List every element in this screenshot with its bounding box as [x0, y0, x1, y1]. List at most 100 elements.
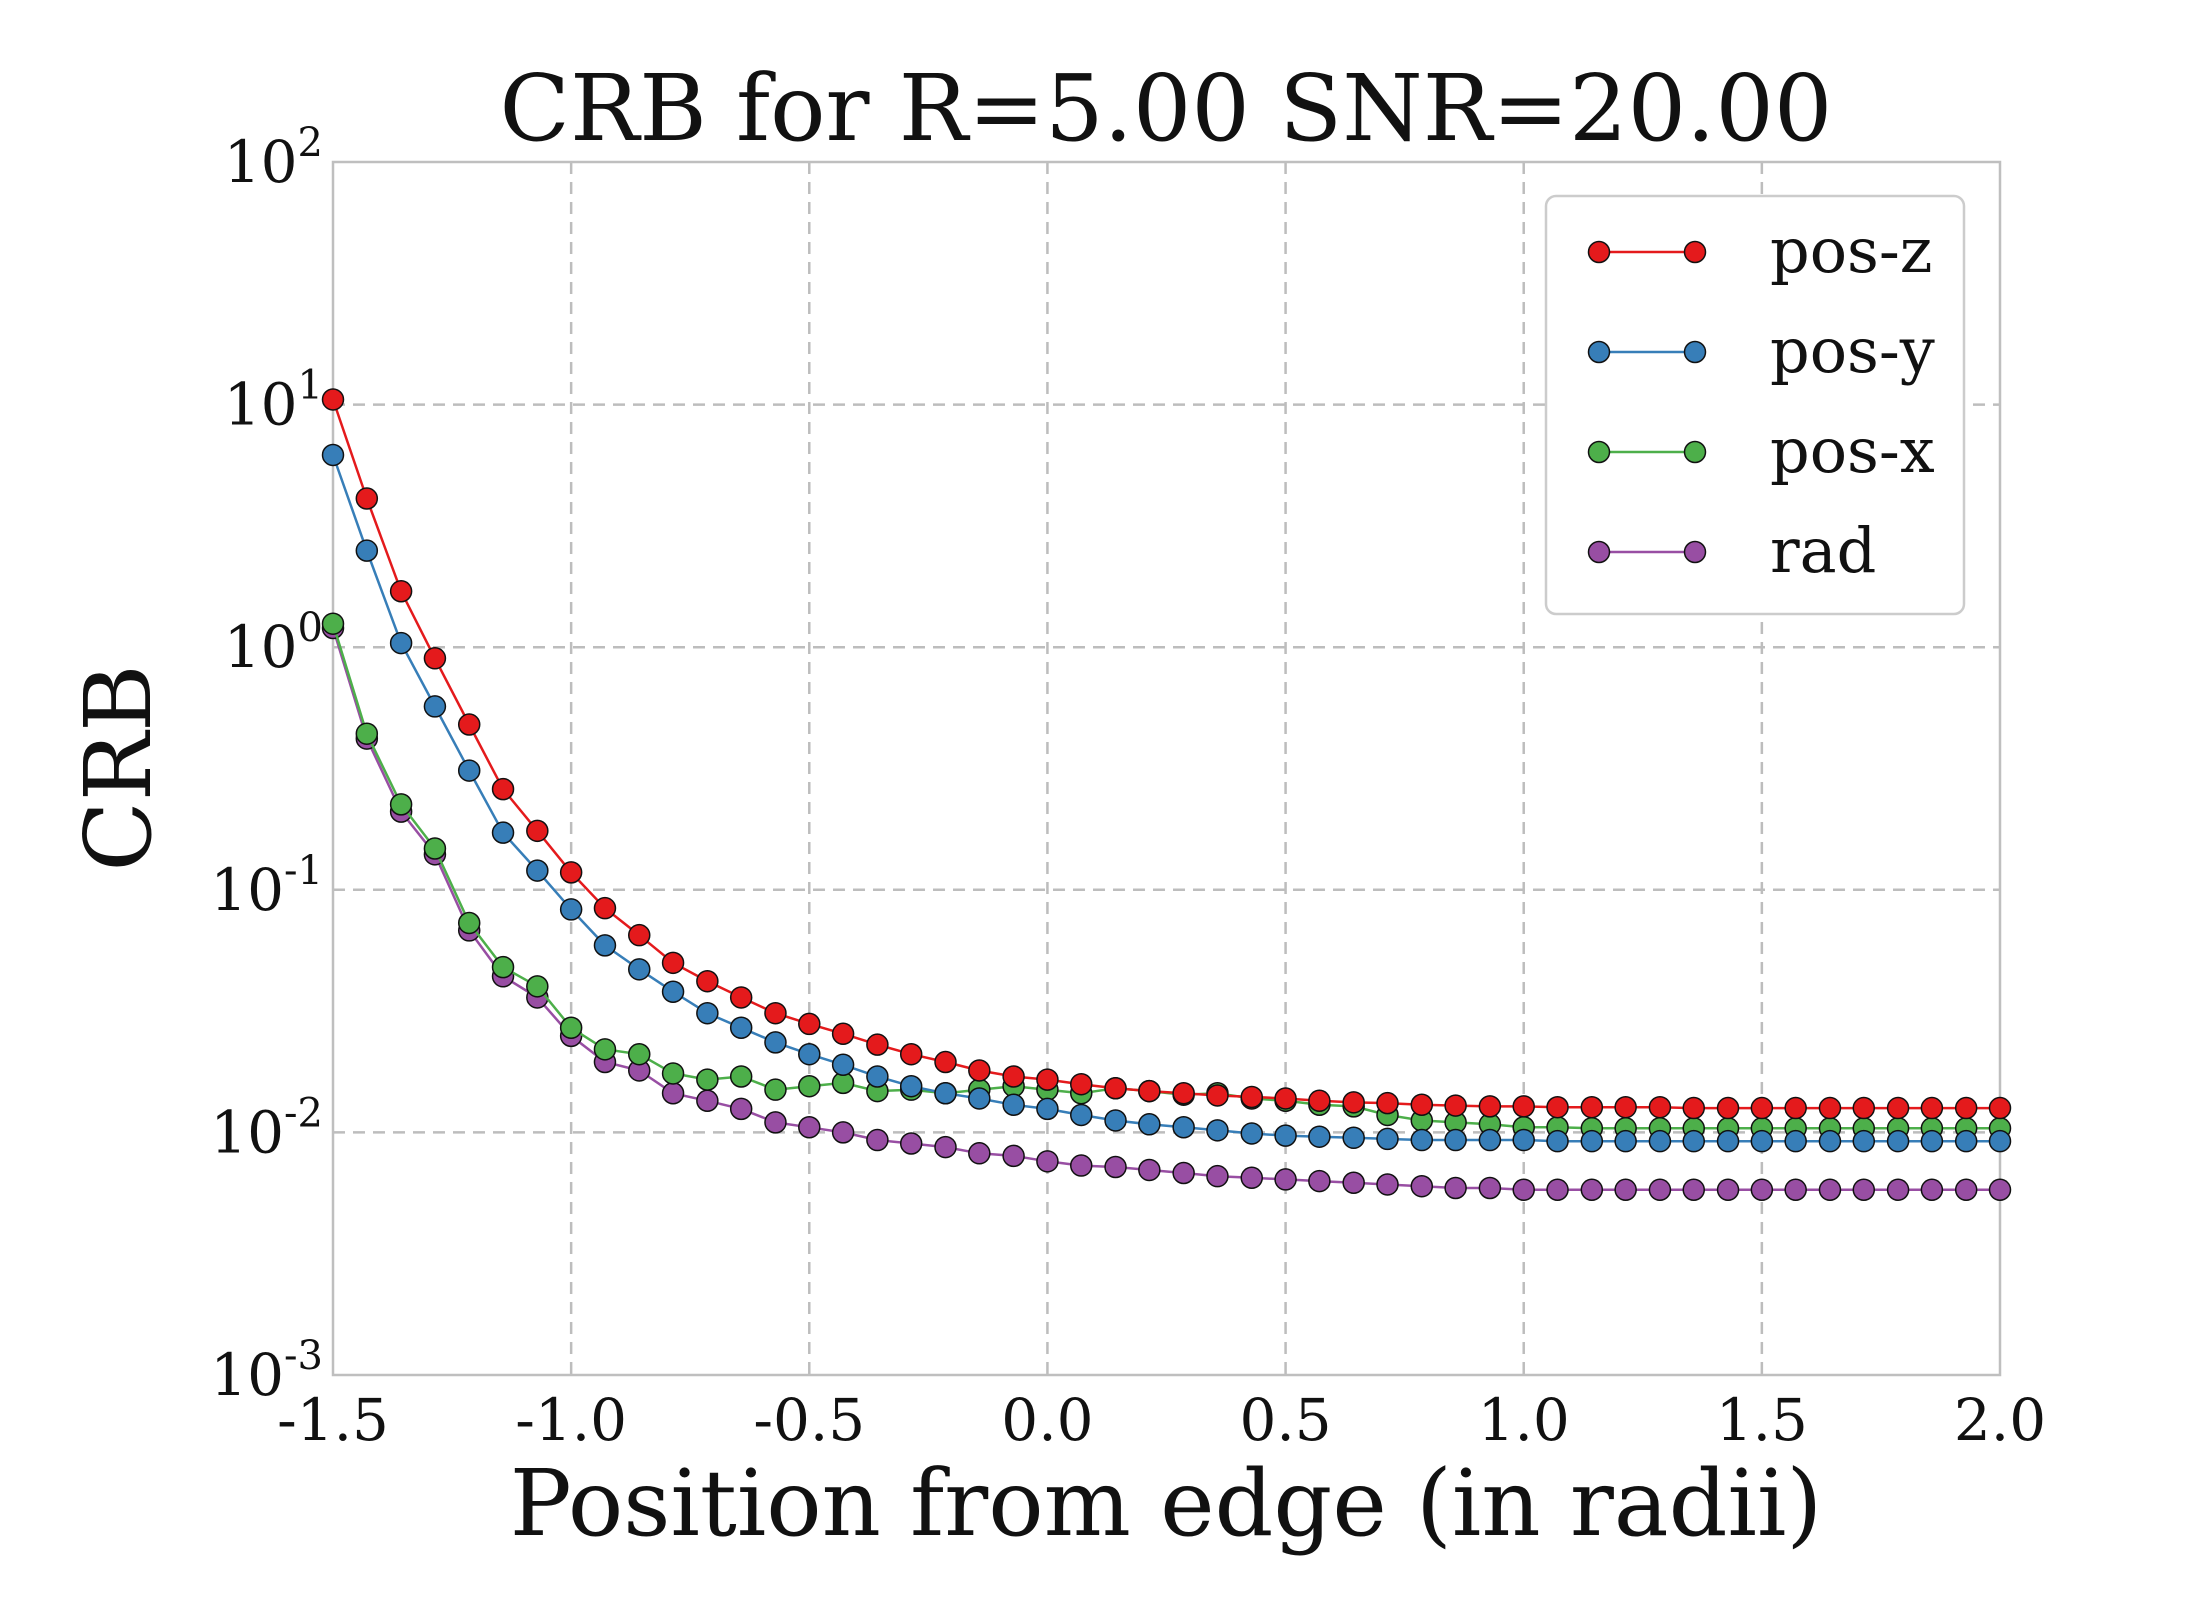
- data-point-pos-y: [526, 859, 549, 882]
- data-point-pos-y: [1342, 1126, 1365, 1150]
- data-point-pos-y: [1784, 1129, 1807, 1153]
- y-tick-label: 100: [224, 605, 323, 681]
- data-point-pos-x: [423, 837, 447, 860]
- data-point-rad: [968, 1142, 991, 1165]
- data-point-rad: [1580, 1178, 1604, 1202]
- plot-frame: [331, 160, 2002, 1377]
- data-point-pos-y: [491, 821, 515, 844]
- x-tick-label: 0.5: [1239, 1386, 1331, 1454]
- x-tick-label: 1.0: [1478, 1386, 1570, 1454]
- data-point-pos-y: [1614, 1129, 1637, 1153]
- data-point-rad: [866, 1128, 889, 1152]
- data-point-pos-z: [1920, 1096, 1944, 1120]
- legend-label: pos-y: [1770, 314, 1935, 387]
- data-point-pos-z: [1750, 1096, 1774, 1120]
- x-axis-label: Position from edge (in radii): [510, 1450, 1823, 1557]
- data-point-pos-z: [1104, 1077, 1127, 1100]
- series-line-rad: [331, 627, 2000, 1192]
- data-point-pos-y: [457, 759, 481, 782]
- y-tick-label: 10-2: [210, 1090, 323, 1166]
- x-tick-label: 1.5: [1716, 1386, 1808, 1454]
- series-pos-y: [321, 443, 2012, 1153]
- data-point-pos-y: [423, 695, 447, 718]
- data-point-rad: [696, 1089, 719, 1113]
- data-point-pos-y: [1546, 1129, 1569, 1153]
- legend-marker: [1683, 440, 1707, 464]
- data-point-pos-z: [1206, 1084, 1229, 1107]
- data-point-pos-x: [729, 1065, 753, 1088]
- chart-title: CRB for R=5.00 SNR=20.00: [500, 55, 1833, 162]
- data-point-pos-x: [764, 1078, 787, 1101]
- data-point-pos-y: [1308, 1125, 1331, 1148]
- legend-marker: [1587, 240, 1611, 264]
- data-point-pos-z: [628, 923, 651, 947]
- data-point-pos-z: [593, 896, 617, 920]
- legend-label: pos-x: [1770, 414, 1935, 487]
- data-point-pos-y: [1069, 1103, 1093, 1127]
- data-point-pos-y: [389, 631, 413, 655]
- data-point-rad: [831, 1121, 855, 1144]
- data-point-pos-y: [729, 1016, 753, 1040]
- data-point-pos-z: [1240, 1085, 1264, 1109]
- data-point-pos-y: [628, 958, 651, 981]
- data-point-pos-y: [593, 934, 617, 957]
- y-tick-label: 10-3: [210, 1333, 323, 1409]
- data-point-rad: [1376, 1173, 1399, 1196]
- data-point-pos-z: [899, 1042, 923, 1066]
- data-point-pos-y: [1648, 1129, 1672, 1153]
- legend-marker: [1587, 440, 1611, 464]
- data-point-rad: [1512, 1178, 1535, 1202]
- y-tick-labels: 10-3 10-2 10-1 100 101 102: [210, 120, 323, 1409]
- data-point-pos-y: [1002, 1093, 1025, 1117]
- data-point-pos-z: [1648, 1095, 1672, 1119]
- data-point-rad: [1342, 1171, 1365, 1195]
- legend-entry-pos-z: pos-z: [1587, 214, 1932, 287]
- data-point-pos-z: [1274, 1087, 1297, 1110]
- data-point-pos-y: [798, 1042, 821, 1066]
- data-point-pos-y: [1580, 1129, 1604, 1153]
- legend-marker: [1683, 340, 1707, 364]
- data-point-rad: [1716, 1178, 1740, 1202]
- y-tick-label: 102: [224, 120, 323, 196]
- data-point-pos-z: [764, 1001, 787, 1025]
- x-tick-label: -0.5: [753, 1386, 865, 1454]
- data-point-rad: [1002, 1144, 1025, 1168]
- data-point-pos-y: [1104, 1109, 1127, 1132]
- x-tick-label: -1.0: [515, 1386, 627, 1454]
- data-point-pos-x: [526, 975, 549, 998]
- data-point-pos-z: [389, 580, 413, 603]
- data-point-rad: [1750, 1178, 1774, 1202]
- data-point-rad: [1138, 1158, 1161, 1182]
- data-point-pos-y: [1478, 1128, 1502, 1152]
- data-point-pos-x: [628, 1042, 651, 1066]
- data-point-pos-y: [559, 898, 583, 921]
- data-point-pos-y: [1036, 1097, 1059, 1121]
- data-point-rad: [1886, 1178, 1910, 1202]
- data-point-pos-z: [831, 1022, 855, 1046]
- data-point-pos-z: [696, 969, 719, 993]
- data-point-pos-y: [1206, 1119, 1229, 1142]
- data-point-pos-y: [866, 1065, 889, 1088]
- legend-box: [1544, 194, 1966, 616]
- data-point-rad: [899, 1132, 923, 1155]
- data-point-pos-z: [1546, 1095, 1569, 1119]
- data-point-pos-y: [696, 1001, 719, 1025]
- x-tick-labels: -1.5 -1.0 -0.5 0.0 0.5 1.0 1.5 2.0: [277, 1386, 2046, 1454]
- data-point-pos-y: [1410, 1128, 1434, 1152]
- data-point-rad: [1308, 1169, 1331, 1193]
- data-point-rad: [1852, 1178, 1876, 1202]
- data-point-pos-y: [661, 980, 685, 1003]
- data-point-pos-z: [1852, 1096, 1876, 1120]
- data-point-pos-z: [423, 647, 447, 670]
- data-point-pos-z: [1410, 1093, 1434, 1117]
- data-point-pos-x: [457, 911, 481, 935]
- legend-entry-rad: rad: [1587, 514, 1876, 587]
- data-point-pos-x: [593, 1038, 617, 1061]
- data-point-pos-z: [1342, 1091, 1365, 1114]
- data-point-pos-z: [526, 819, 549, 843]
- data-point-pos-z: [661, 951, 685, 975]
- data-point-rad: [934, 1135, 957, 1159]
- data-point-pos-y: [831, 1053, 855, 1077]
- data-point-rad: [1546, 1178, 1569, 1202]
